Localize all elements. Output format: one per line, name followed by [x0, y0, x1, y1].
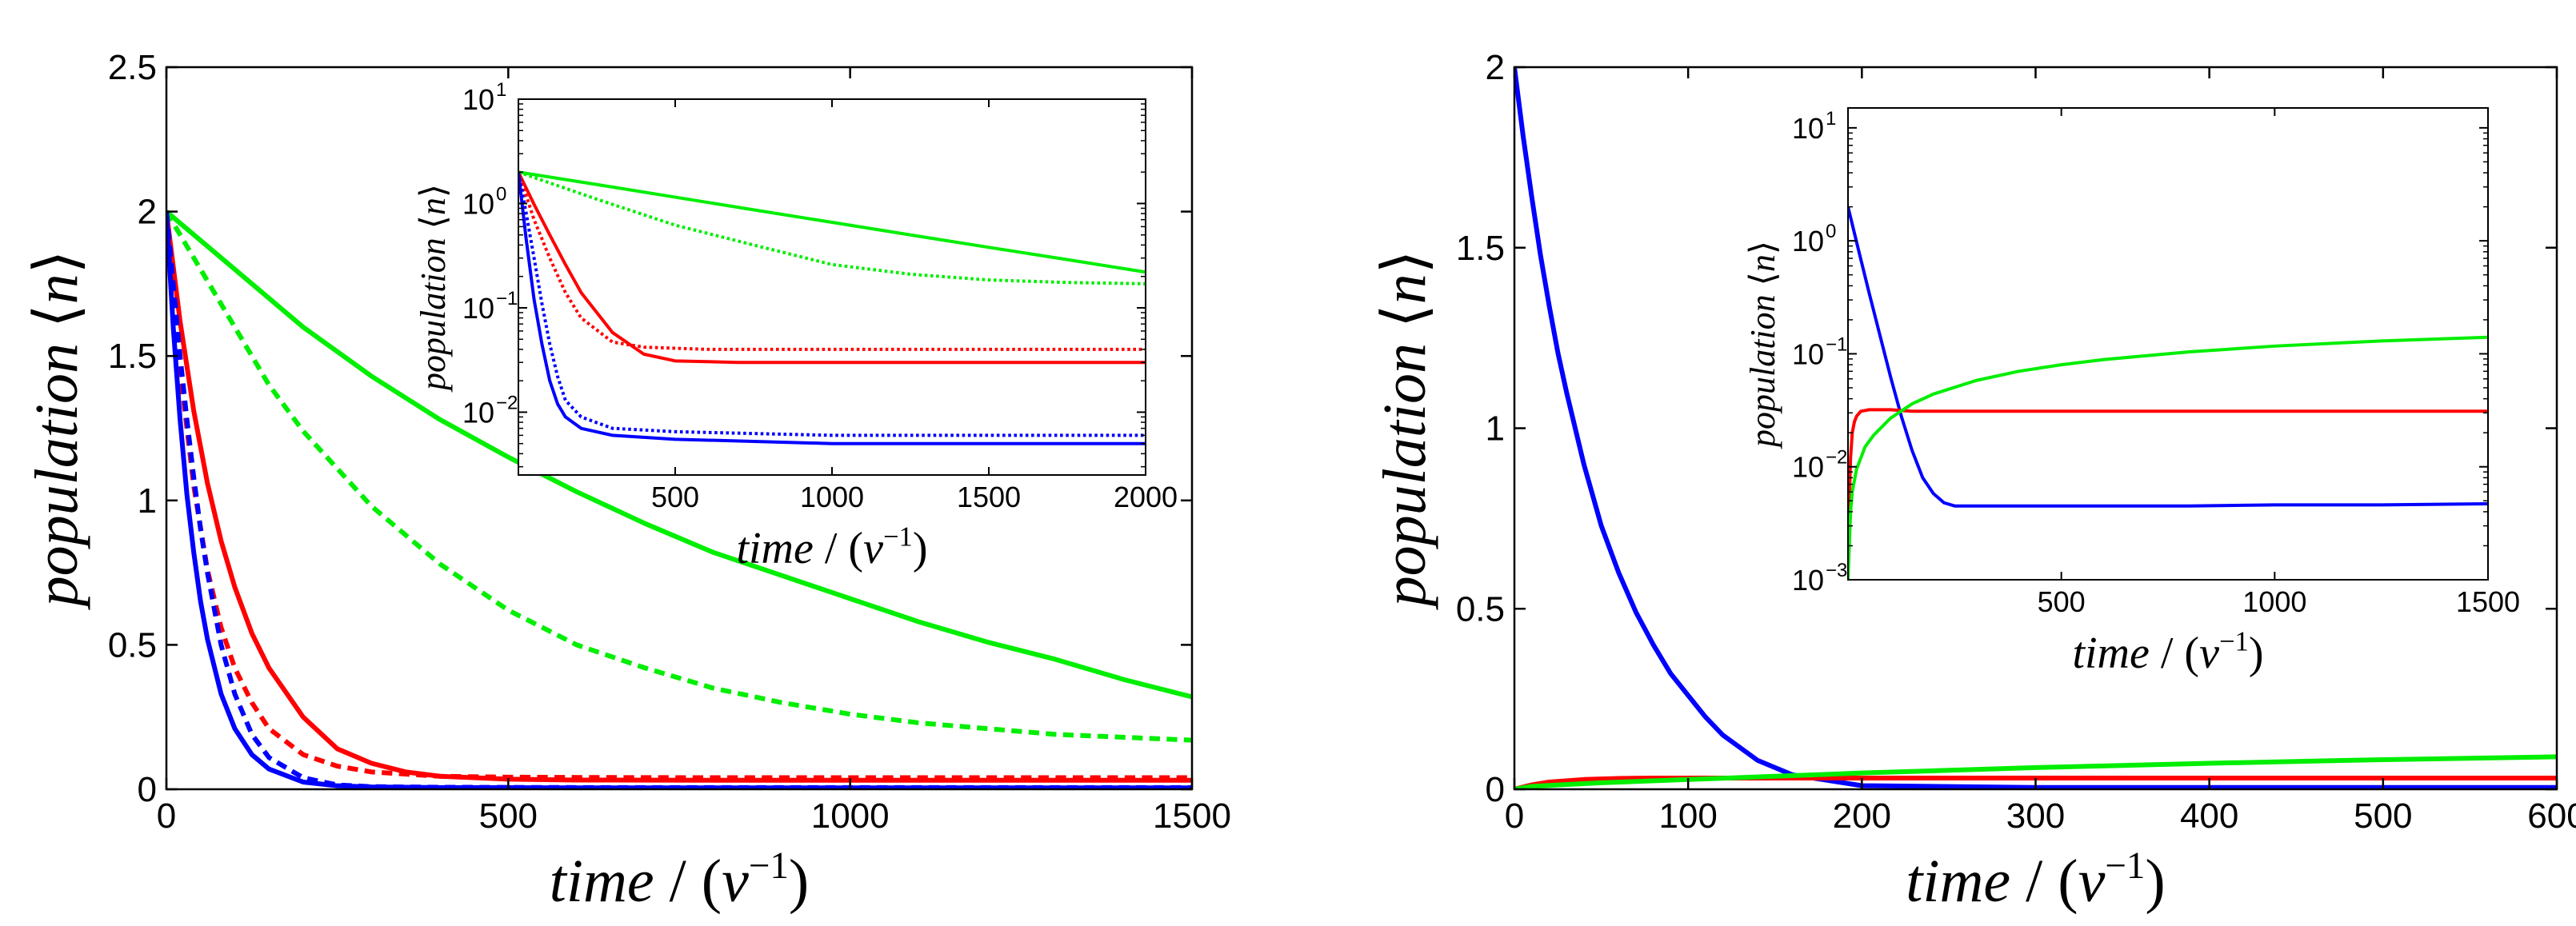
- panel-2-series-3-line: [1514, 754, 2557, 789]
- inset-y-tick-label: 10: [462, 187, 494, 220]
- panel-1-series-3-line: [166, 211, 1192, 783]
- inset-2-axes-frame: [1847, 107, 2489, 581]
- inset-x-tick-label: 1000: [800, 481, 864, 513]
- inset-1-plot-area: [518, 170, 1146, 445]
- panel-1-series-6-line: [166, 211, 1192, 789]
- panel-2-series-1-line: [1514, 67, 2557, 789]
- inset-2-series-2-line: [1848, 408, 2488, 580]
- x-tick-label: 0: [1505, 796, 1524, 836]
- x-tick-label: 1000: [811, 796, 890, 836]
- inset-y-tick-exponent: −2: [496, 392, 518, 413]
- inset-y-tick-label: 10: [1792, 451, 1824, 484]
- y-tick-label: 2.5: [108, 48, 157, 87]
- x-tick-label: 500: [479, 796, 538, 836]
- panel-1-y-axis-label: population ⟨n⟩: [23, 250, 90, 611]
- inset-y-tick-exponent: 0: [1826, 221, 1836, 242]
- inset-y-tick-exponent: −1: [496, 288, 518, 309]
- inset-2-background: [1848, 108, 2488, 580]
- inset-x-tick-label: 1500: [2456, 585, 2520, 618]
- inset-2-x-axis-label: time / (ν−1): [2072, 626, 2263, 678]
- inset-1-x-axis-label: time / (ν−1): [736, 521, 927, 573]
- y-tick-label: 2: [1486, 48, 1505, 87]
- inset-y-tick-exponent: 1: [496, 79, 506, 101]
- y-tick-label: 0: [1486, 770, 1505, 809]
- inset-y-tick-label: 10: [1792, 225, 1824, 257]
- inset-1-series-2-line: [518, 170, 1146, 285]
- panel-2-y-axis-label: population ⟨n⟩: [1371, 250, 1438, 611]
- inset-1-background: [518, 99, 1146, 475]
- x-tick-label: 500: [2354, 796, 2412, 836]
- inset-x-tick-label: 500: [2038, 585, 2086, 618]
- panel-1-series-1-line: [166, 210, 1192, 700]
- y-tick-label: 0.5: [108, 625, 157, 665]
- x-tick-label: 100: [1658, 796, 1717, 836]
- y-tick-label: 1.5: [108, 337, 157, 376]
- y-tick-label: 0: [138, 770, 157, 809]
- panel-2-x-axis-label: time / (ν−1): [1906, 845, 2165, 915]
- y-tick-label: 1: [138, 481, 157, 521]
- x-tick-label: 200: [1833, 796, 1891, 836]
- inset-x-tick-label: 500: [651, 481, 699, 513]
- inset-1-series-5-line: [518, 171, 1146, 445]
- x-tick-label: 400: [2180, 796, 2238, 836]
- x-tick-label: 0: [157, 796, 176, 836]
- inset-y-tick-label: 10: [462, 396, 494, 429]
- inset-x-tick-label: 1500: [957, 481, 1021, 513]
- y-tick-label: 1: [1486, 409, 1505, 449]
- panel-1-x-axis-label: time / (ν−1): [550, 845, 809, 915]
- inset-2-series-3-line: [1848, 335, 2488, 580]
- inset-1-series-1-line: [518, 170, 1146, 274]
- y-tick-label: 1.5: [1456, 229, 1505, 268]
- x-tick-label: 300: [2006, 796, 2065, 836]
- panel-1-series-2-line: [166, 210, 1192, 743]
- x-tick-label: 600: [2527, 796, 2576, 836]
- inset-y-tick-label: 10: [1792, 564, 1824, 597]
- inset-x-tick-label: 1000: [2242, 585, 2306, 618]
- x-tick-label: 1500: [1153, 796, 1231, 836]
- inset-y-tick-exponent: 0: [496, 183, 506, 205]
- inset-2-y-axis-label: population ⟨n⟩: [1743, 241, 1782, 449]
- y-tick-label: 2: [138, 193, 157, 232]
- inset-y-tick-label: 10: [462, 292, 494, 325]
- inset-y-tick-label: 10: [1792, 112, 1824, 145]
- inset-x-tick-label: 2000: [1114, 481, 1178, 513]
- inset-y-tick-label: 10: [462, 83, 494, 116]
- inset-1-y-axis-label: population ⟨n⟩: [414, 184, 453, 393]
- inset-y-tick-exponent: −2: [1826, 447, 1847, 469]
- inset-y-tick-exponent: −1: [1826, 333, 1847, 355]
- y-tick-label: 0.5: [1456, 589, 1505, 629]
- inset-2-plot-area: [1848, 206, 2488, 580]
- panel-1-axes-frame: [165, 66, 1194, 791]
- inset-2-series-1-line: [1848, 206, 2488, 508]
- inset-y-tick-exponent: −3: [1826, 560, 1847, 581]
- inset-1-series-6-line: [518, 171, 1146, 437]
- inset-y-tick-label: 10: [1792, 337, 1824, 370]
- panel-1-plot-area: [166, 210, 1192, 789]
- inset-y-tick-exponent: 1: [1826, 108, 1836, 130]
